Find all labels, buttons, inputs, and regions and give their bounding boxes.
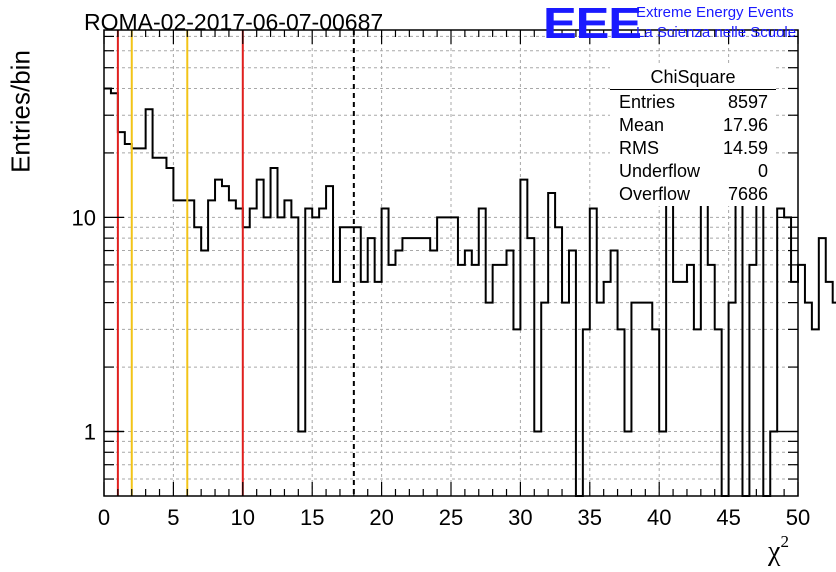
stats-box: ChiSquare Entries 8597 Mean 17.96 RMS 14.59… — [610, 66, 776, 206]
stats-label: Underflow — [619, 161, 701, 181]
x-axis-label-base: χ — [768, 536, 781, 567]
x-tick-label: 50 — [786, 505, 810, 530]
x-tick-label: 35 — [578, 505, 602, 530]
stats-row-mean: Mean 17.96 — [610, 114, 776, 137]
eee-logo: EEE — [543, 0, 642, 48]
stats-row-underflow: Underflow 0 — [610, 160, 776, 183]
stats-label: Overflow — [619, 184, 691, 204]
x-tick-label: 20 — [369, 505, 393, 530]
x-tick-label: 25 — [439, 505, 463, 530]
stats-value: 8597 — [727, 92, 768, 112]
stats-label: Mean — [619, 115, 665, 135]
stats-value: 7686 — [727, 184, 768, 204]
brand-line-1: Extreme Energy Events — [636, 4, 794, 21]
x-tick-label: 15 — [300, 505, 324, 530]
stats-value: 0 — [757, 161, 768, 181]
stats-value: 14.59 — [722, 138, 768, 158]
stats-title: ChiSquare — [610, 66, 776, 90]
stats-row-rms: RMS 14.59 — [610, 137, 776, 160]
y-tick-label: 10 — [72, 205, 96, 230]
x-axis-label-superscript: 2 — [780, 532, 789, 551]
brand-line-2: La Scienza nelle Scuole — [636, 24, 797, 41]
x-axis-label: χ2 — [768, 532, 789, 568]
chart-title: ROMA-02-2017-06-07-00687 — [84, 9, 384, 35]
x-tick-label: 10 — [231, 505, 255, 530]
x-tick-label: 45 — [716, 505, 740, 530]
x-tick-label: 30 — [508, 505, 532, 530]
stats-row-entries: Entries 8597 — [610, 91, 776, 114]
stats-label: Entries — [619, 92, 676, 112]
histogram-series — [104, 87, 836, 497]
stats-value: 17.96 — [722, 115, 768, 135]
brand-text: Extreme Energy Events La Scienza nelle S… — [636, 3, 796, 43]
y-axis-label: Entries/bin — [5, 50, 36, 173]
stats-label: RMS — [619, 138, 659, 158]
x-tick-label: 40 — [647, 505, 671, 530]
stats-row-overflow: Overflow 7686 — [610, 183, 776, 206]
y-tick-label: 1 — [84, 420, 96, 445]
x-tick-label: 0 — [98, 505, 110, 530]
x-tick-label: 5 — [167, 505, 179, 530]
